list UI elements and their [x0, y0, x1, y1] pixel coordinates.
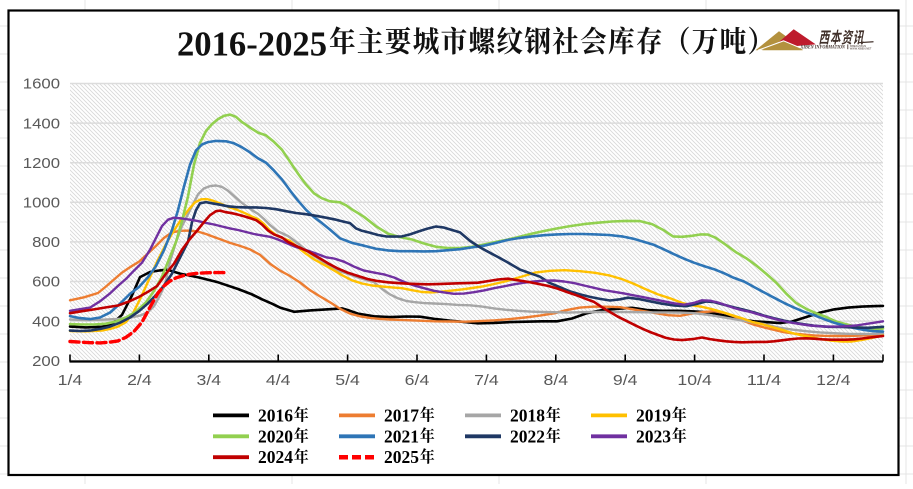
svg-text:2025: 2025	[384, 447, 419, 467]
svg-text:10/4: 10/4	[677, 372, 711, 389]
svg-text:2022: 2022	[510, 426, 545, 446]
svg-text:11/4: 11/4	[747, 372, 781, 389]
svg-text:2021: 2021	[384, 426, 419, 446]
svg-text:400: 400	[32, 313, 60, 330]
svg-text:1400: 1400	[23, 115, 60, 132]
svg-text:2024: 2024	[258, 447, 293, 467]
svg-text:6/4: 6/4	[405, 372, 430, 389]
svg-text:2020: 2020	[258, 426, 293, 446]
svg-text:XIBEN INFORMATION: XIBEN INFORMATION	[800, 45, 846, 51]
svg-text:12/4: 12/4	[816, 372, 850, 389]
svg-text:1200: 1200	[23, 155, 60, 172]
svg-text:XIBEN ZIXUN: XIBEN ZIXUN	[850, 44, 866, 48]
svg-text:3/4: 3/4	[197, 372, 222, 389]
svg-text:4/4: 4/4	[266, 372, 291, 389]
svg-text:WWW.XIBEN.NET: WWW.XIBEN.NET	[850, 46, 872, 50]
svg-text:2017: 2017	[384, 405, 419, 425]
svg-text:2016-2025: 2016-2025	[177, 25, 327, 64]
svg-text:7/4: 7/4	[474, 372, 499, 389]
svg-text:200: 200	[32, 353, 60, 370]
svg-text:2023: 2023	[636, 426, 671, 446]
svg-text:1600: 1600	[23, 76, 60, 93]
svg-text:800: 800	[32, 234, 60, 251]
svg-text:2/4: 2/4	[127, 372, 152, 389]
svg-text:8/4: 8/4	[544, 372, 569, 389]
svg-text:2016: 2016	[258, 405, 293, 425]
svg-text:1/4: 1/4	[58, 372, 83, 389]
svg-text:2019: 2019	[636, 405, 671, 425]
svg-text:5/4: 5/4	[335, 372, 360, 389]
svg-text:600: 600	[32, 274, 60, 291]
svg-text:2018: 2018	[510, 405, 545, 425]
svg-text:1000: 1000	[23, 195, 60, 212]
svg-text:9/4: 9/4	[613, 372, 638, 389]
